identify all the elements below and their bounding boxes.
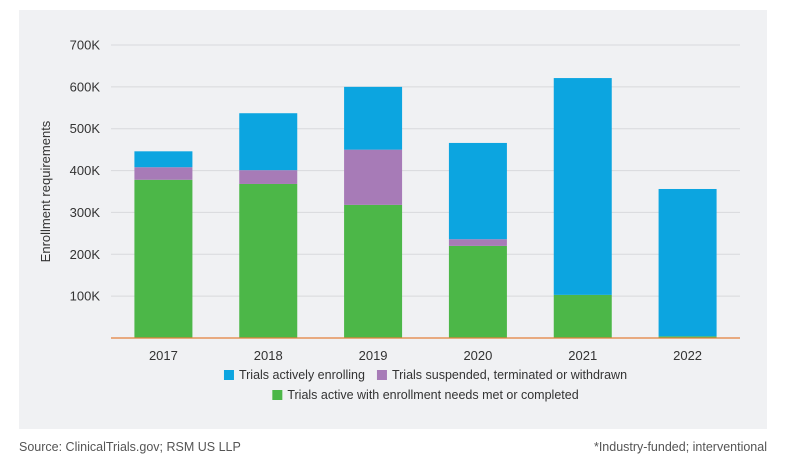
x-tick-label-2017: 2017: [149, 348, 178, 363]
x-tick-label-2018: 2018: [254, 348, 283, 363]
y-tick-label-100K: 100K: [70, 289, 101, 304]
y-tick-label-400K: 400K: [70, 163, 101, 178]
bar-2019-series-1: [344, 149, 403, 205]
x-tick-label-2019: 2019: [359, 348, 388, 363]
legend-label-series-1: Trials suspended, terminated or withdraw…: [392, 368, 627, 382]
bar-2022-series-0: [658, 336, 717, 338]
bars: [134, 78, 717, 338]
axes: 100K 200K 300K 400K 500K 600K 700K Enrollment r…: [38, 38, 740, 363]
bar-2019-series-2: [344, 86, 403, 150]
bar-2017-series-0: [134, 179, 193, 338]
legend-swatch-series-1: [376, 370, 387, 380]
gridlines: [111, 44, 740, 297]
bar-2020-series-1: [448, 239, 507, 246]
bar-2018-series-2: [239, 113, 298, 171]
bar-2018-series-1: [239, 170, 298, 184]
bar-2018-series-0: [239, 183, 298, 338]
footnote: *Industry-funded; interventional: [593, 440, 767, 454]
x-tick-label-2022: 2022: [673, 348, 702, 363]
y-tick-label-600K: 600K: [70, 79, 101, 94]
source-note: Source: ClinicalTrials.gov; RSM US LLP: [19, 440, 241, 454]
bar-2022-series-2: [658, 188, 717, 337]
y-tick-label-500K: 500K: [70, 121, 101, 136]
y-tick-label-700K: 700K: [70, 38, 101, 53]
bar-2020-series-0: [448, 245, 507, 338]
y-tick-label-300K: 300K: [70, 205, 101, 220]
x-tick-label-2021: 2021: [568, 348, 597, 363]
bar-2020-series-2: [448, 142, 507, 240]
y-axis-title: Enrollment requirements: [38, 120, 53, 262]
x-tick-label-2020: 2020: [463, 348, 492, 363]
y-tick-label-200K: 200K: [70, 247, 101, 262]
legend-swatch-series-2: [223, 370, 234, 380]
legend-label-series-2: Trials actively enrolling: [239, 368, 365, 382]
bar-2017-series-1: [134, 167, 193, 180]
legend: Trials actively enrolling Trials suspende…: [223, 368, 627, 402]
bar-2021-series-0: [553, 294, 612, 338]
bar-2021-series-2: [553, 78, 612, 295]
legend-label-series-0: Trials active with enrollment needs met …: [287, 388, 578, 402]
bar-2019-series-0: [344, 204, 403, 338]
legend-swatch-series-0: [272, 390, 283, 400]
bar-2017-series-2: [134, 151, 193, 168]
